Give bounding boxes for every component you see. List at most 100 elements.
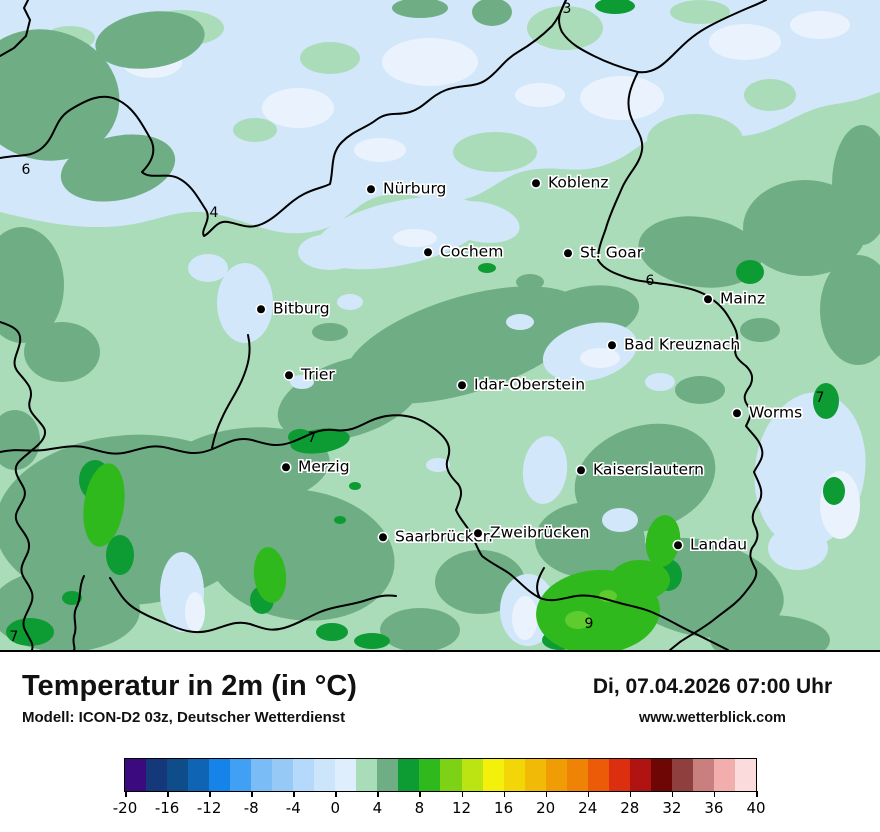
legend-tick-label: -4 <box>285 799 301 817</box>
legend-tick-label: 16 <box>494 799 514 817</box>
contour-label: 7 <box>815 390 825 406</box>
legend-cell <box>356 759 378 791</box>
caption-bar: Temperatur in 2m (in °C) Modell: ICON-D2… <box>0 652 880 747</box>
legend-cell <box>314 759 336 791</box>
legend-cell <box>650 759 672 791</box>
legend-cell <box>482 759 504 791</box>
legend-tick-mark <box>756 791 758 797</box>
legend-tick-label: -20 <box>112 799 138 817</box>
city-dot <box>282 463 290 471</box>
legend-cell <box>209 759 231 791</box>
legend-tick-mark <box>671 791 674 797</box>
contour-label: 6 <box>645 273 655 289</box>
temperature-field <box>0 0 880 650</box>
city-label: Merzig <box>298 457 350 476</box>
city-marker-merzig: Merzig <box>282 459 350 475</box>
city-dot <box>608 341 616 349</box>
contour-label: 6 <box>21 162 31 178</box>
city-dot <box>733 409 741 417</box>
legend-tick-mark <box>461 791 464 797</box>
city-marker-cochem: Cochem <box>424 244 503 260</box>
city-label: Saarbrücken <box>395 527 493 546</box>
legend-cell <box>713 759 735 791</box>
city-label: Kaiserslautern <box>593 460 704 479</box>
legend-tick-mark <box>293 791 295 797</box>
legend-cell <box>461 759 483 791</box>
legend-cell <box>671 759 693 791</box>
legend-tick-mark <box>209 791 211 797</box>
legend-tick-mark <box>125 791 127 797</box>
city-marker-saarbr-cken: Saarbrücken <box>379 529 493 545</box>
city-marker-mainz: Mainz <box>704 291 765 307</box>
city-label: Bad Kreuznach <box>624 335 741 354</box>
city-dot <box>532 179 540 187</box>
page-title: Temperatur in 2m (in °C) <box>22 670 357 702</box>
legend-cell <box>440 759 462 791</box>
city-marker-n-rburg: Nürburg <box>367 181 446 197</box>
city-dot <box>379 533 387 541</box>
city-dot <box>704 295 712 303</box>
contour-label: 7 <box>307 430 317 446</box>
city-label: Trier <box>301 365 335 384</box>
legend-tick-label: 0 <box>330 799 341 817</box>
model-info: Modell: ICON-D2 03z, Deutscher Wetterdie… <box>22 709 346 726</box>
city-marker-trier: Trier <box>285 367 335 383</box>
legend-cell <box>734 759 756 791</box>
city-marker-bitburg: Bitburg <box>257 301 330 317</box>
city-label: Nürburg <box>383 179 447 198</box>
city-marker-zweibr-cken: Zweibrücken <box>474 525 589 541</box>
state-borders <box>0 0 767 650</box>
legend-cell <box>167 759 189 791</box>
legend-tick-mark <box>251 791 253 797</box>
contour-label: 4 <box>209 205 219 221</box>
legend-cell <box>629 759 651 791</box>
city-marker-koblenz: Koblenz <box>532 175 609 191</box>
city-label: Worms <box>749 403 803 422</box>
legend-cell <box>293 759 315 791</box>
website-url: www.wetterblick.com <box>639 710 786 726</box>
legend-tick-mark <box>167 791 169 797</box>
legend-tick-label: -8 <box>243 799 259 817</box>
city-dot <box>367 185 375 193</box>
legend-cell <box>503 759 525 791</box>
legend-tick-mark <box>503 791 506 797</box>
legend-cell <box>566 759 588 791</box>
legend-tick-mark <box>545 791 548 797</box>
temperature-legend: -20 -16 -12 -8 -4 0 4 8 12 16 20 24 28 32 36 40 <box>0 747 880 832</box>
legend-tick-label: 8 <box>414 799 425 817</box>
city-dot <box>257 305 265 313</box>
legend-tick-mark <box>713 791 716 797</box>
city-dot <box>458 381 466 389</box>
legend-tick-label: -16 <box>154 799 180 817</box>
city-label: Koblenz <box>548 173 609 192</box>
legend-cell <box>146 759 168 791</box>
legend-cell <box>188 759 210 791</box>
contour-label: 7 <box>9 629 19 645</box>
map-label-overlay: Nürburg Koblenz Cochem St. Goar Bitburg Mainz… <box>9 1 825 645</box>
valid-datetime: Di, 07.04.2026 07:00 Uhr <box>592 675 833 698</box>
contour-label: 3 <box>562 1 572 17</box>
city-label: Zweibrücken <box>490 523 590 542</box>
legend-cell <box>230 759 252 791</box>
legend-tick-label: 24 <box>578 799 598 817</box>
city-label: Cochem <box>440 242 504 261</box>
city-marker-worms: Worms <box>733 405 802 421</box>
contour-label: 9 <box>584 616 594 632</box>
legend-colorbar <box>124 758 757 792</box>
legend-tick-label: 12 <box>451 799 472 817</box>
legend-tick-label: 28 <box>620 799 640 817</box>
city-dot <box>474 529 482 537</box>
city-marker-st-goar: St. Goar <box>564 245 643 261</box>
legend-cell <box>272 759 294 791</box>
legend-cell <box>251 759 273 791</box>
legend-tick-mark <box>335 791 337 797</box>
city-dot <box>674 541 682 549</box>
legend-tick-label: 32 <box>662 799 682 817</box>
legend-cell <box>608 759 630 791</box>
legend-cell <box>398 759 420 791</box>
legend-tick-mark <box>419 791 421 797</box>
legend-cell <box>377 759 399 791</box>
city-label: Landau <box>690 535 748 554</box>
legend-tick-mark <box>629 791 632 797</box>
weather-map: Nürburg Koblenz Cochem St. Goar Bitburg Mainz… <box>0 0 880 652</box>
